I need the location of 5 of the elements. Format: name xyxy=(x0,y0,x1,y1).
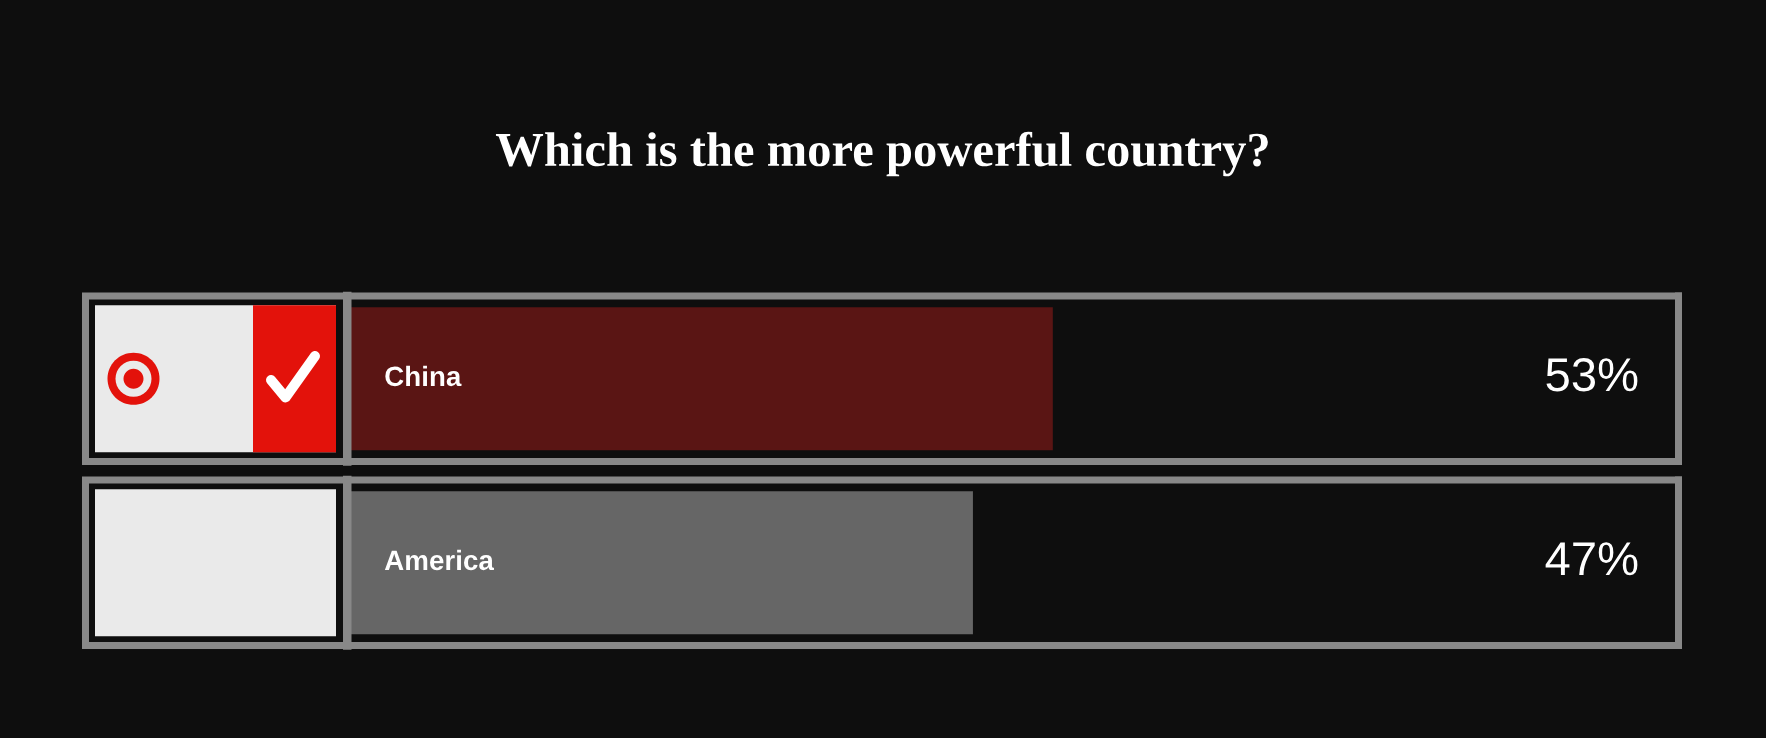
y-tick-label: America xyxy=(384,549,494,571)
chart-title: Which is the more powerful country? xyxy=(495,131,1268,177)
y-tick-label: China xyxy=(385,365,462,387)
data-label: 53% xyxy=(1546,357,1638,392)
data-label: 47% xyxy=(1545,542,1638,576)
